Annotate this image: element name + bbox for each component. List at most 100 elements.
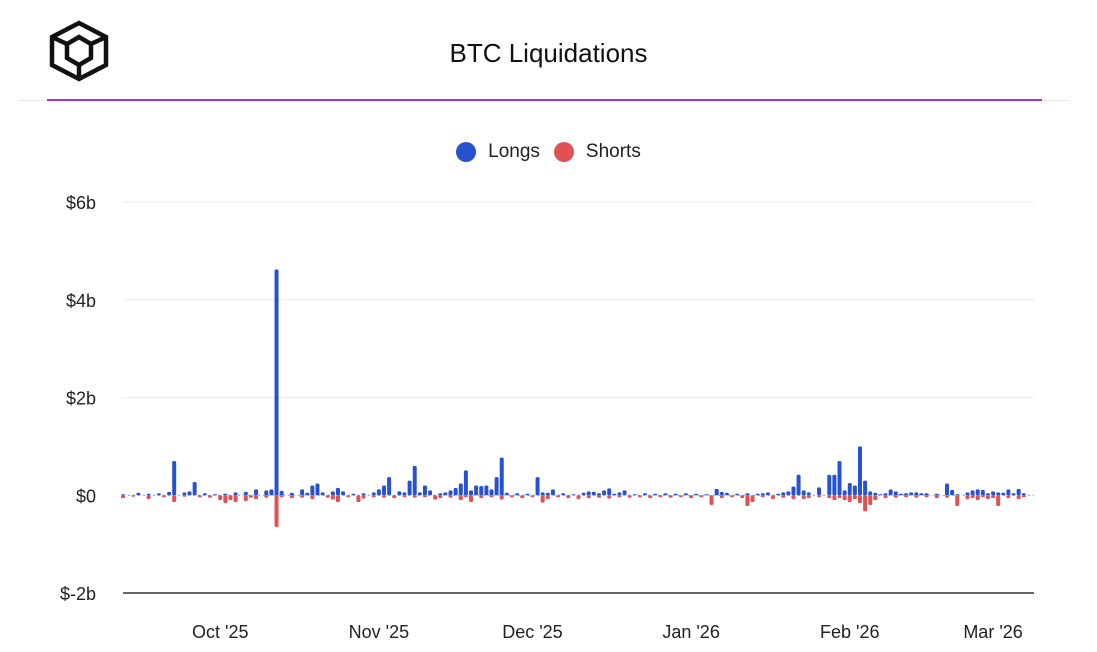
longs-bar [167,491,172,496]
shorts-bar [924,495,929,498]
x-tick-label: Oct '25 [192,622,248,642]
shorts-bar [955,495,960,507]
longs-bar [223,493,228,496]
x-tick-label: Nov '25 [349,622,409,642]
shorts-bar [1006,495,1011,499]
longs-bar [371,492,376,496]
longs-bar [121,494,125,496]
longs-bar [612,493,617,496]
longs-bar [724,492,729,496]
longs-bar [868,491,873,496]
longs-bar [479,485,484,496]
longs-bar [156,493,161,496]
longs-bar [550,489,555,496]
shorts-bar [996,495,1001,507]
shorts-bar [218,495,223,501]
longs-bar [883,493,888,496]
longs-bar [765,492,770,496]
shorts-bar [310,495,315,500]
legend-label-longs: Longs [488,141,540,162]
shorts-bar [382,495,387,498]
longs-bar [806,492,811,496]
shorts-bar [161,495,166,498]
longs-bar [950,489,955,496]
shorts-bar [402,495,407,498]
longs-bar [320,492,325,496]
longs-bar [458,483,463,496]
legend-item-shorts[interactable]: Shorts [553,141,641,163]
shorts-bar [208,495,213,498]
longs-bar [863,480,868,496]
longs-bar [146,493,151,496]
shorts-bar [330,495,335,500]
shorts-bar [806,495,811,499]
shorts-bar [356,495,361,503]
shorts-bar [566,495,571,499]
longs-bar [382,485,387,496]
shorts-bar [745,495,750,507]
shorts-bar [1016,495,1021,500]
longs-bar [213,494,218,496]
shorts-bar [146,495,151,500]
longs-bar [341,491,346,496]
shorts-bar [904,495,909,498]
shorts-bar [760,495,765,498]
shorts-bar [770,495,775,500]
shorts-bar [438,495,443,499]
longs-bar [264,490,269,496]
longs-bar [591,491,596,496]
shorts-bar [944,495,949,498]
longs-bar [745,493,750,496]
legend-item-longs[interactable]: Longs [456,141,540,163]
shorts-bar [965,495,970,500]
longs-bar [622,490,627,496]
shorts-bar [172,495,177,503]
longs-bar [996,492,1001,496]
shorts-bar [392,495,397,499]
shorts-bar [121,495,125,499]
longs-bar [351,493,356,496]
longs-bar [233,492,238,496]
longs-bar [305,492,310,496]
shorts-bar [346,495,351,498]
longs-bar [422,485,427,496]
longs-bar [719,491,724,496]
shorts-bar [648,495,653,499]
longs-bar [586,491,591,496]
longs-bar [755,493,760,496]
longs-bar [407,480,412,496]
longs-bar [852,485,857,496]
longs-bar [515,493,520,496]
longs-bar [525,493,530,496]
longs-bar [832,474,837,496]
longs-bar [448,490,453,496]
longs-bar [991,491,996,496]
shorts-bar [668,495,673,498]
longs-bar [136,492,141,496]
longs-bar [243,491,248,496]
longs-bar [172,461,177,496]
longs-bar [330,491,335,496]
longs-bar [857,446,862,496]
shorts-bar [361,495,366,499]
shorts-bar [873,495,878,501]
longs-bar [182,492,187,496]
longs-bar [786,491,791,496]
shorts-bar [617,495,622,498]
longs-bar [1011,493,1016,496]
longs-bar [443,492,448,496]
shorts-bar [279,495,284,498]
shorts-bar [934,495,939,499]
longs-bar [980,489,985,496]
shorts-bar [182,495,187,497]
shorts-bar [499,495,504,500]
shorts-bar [254,495,259,500]
longs-bar [914,492,919,496]
longs-bar [893,491,898,496]
longs-bar [428,490,433,496]
shorts-bar [489,495,494,498]
shorts-bar [991,495,996,499]
shorts-bar [228,495,233,501]
longs-bar [909,492,914,496]
shorts-bar [469,495,474,503]
